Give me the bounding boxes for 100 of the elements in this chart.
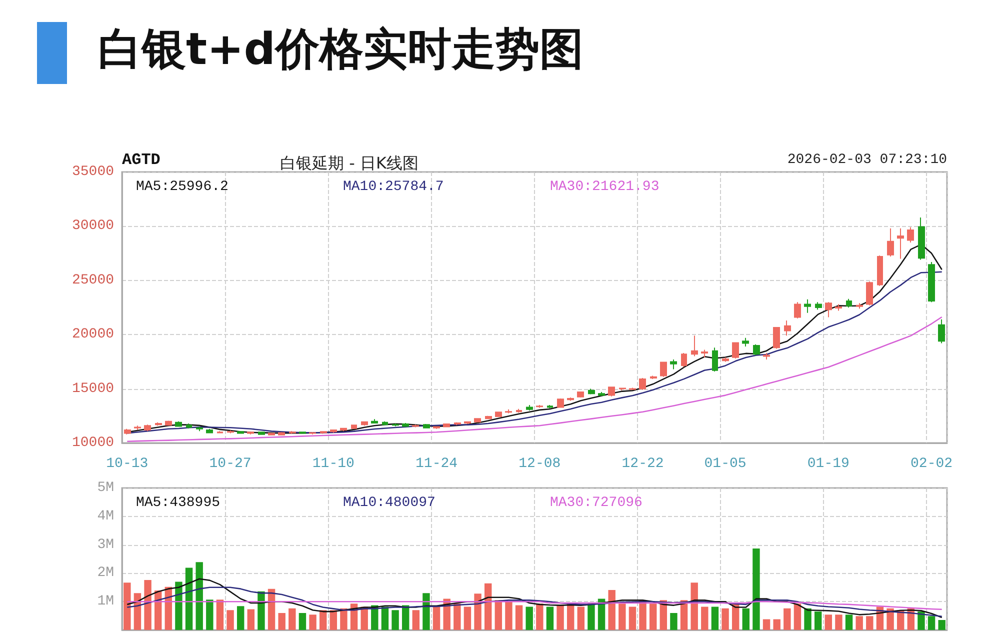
candlestick — [454, 422, 461, 426]
bar — [144, 580, 152, 630]
bar — [494, 600, 502, 630]
candlestick — [577, 391, 584, 398]
text: MA10:25784.7 — [343, 179, 444, 195]
y-tick-label: 3M — [97, 536, 114, 553]
bar — [412, 610, 420, 630]
candlestick — [753, 344, 760, 356]
candlestick — [547, 404, 553, 409]
candlestick — [505, 408, 512, 414]
bar — [432, 606, 440, 630]
text: MA30:21621.93 — [550, 179, 660, 195]
chart-subtitle: 白银延期 - 日K线图 — [280, 154, 418, 172]
candlestick — [536, 404, 543, 408]
candlestick — [433, 426, 440, 430]
bar — [330, 610, 338, 630]
candlestick — [134, 425, 141, 430]
candlestick — [443, 422, 450, 428]
bar — [474, 594, 482, 630]
candlestick — [299, 431, 306, 434]
bar — [639, 600, 646, 630]
bar — [298, 612, 306, 630]
bar — [752, 548, 760, 630]
bar — [422, 593, 430, 630]
x-tick-label: 12-08 — [518, 456, 561, 472]
candlestick — [206, 428, 213, 434]
text: MA5:25996.2 — [136, 179, 228, 195]
candlestick — [866, 280, 873, 306]
bar — [185, 568, 193, 630]
bar — [216, 600, 224, 630]
x-tick-label: 01-05 — [704, 456, 746, 472]
bar — [928, 616, 936, 630]
candlestick — [155, 422, 162, 426]
bar — [794, 604, 802, 630]
candlestick — [938, 318, 945, 344]
candlestick — [846, 298, 852, 308]
candlestick — [247, 431, 254, 435]
candlestick — [330, 428, 337, 434]
candlestick — [763, 352, 770, 360]
bar — [268, 588, 276, 630]
y-tick-label: 30000 — [72, 218, 114, 234]
bar — [309, 614, 316, 630]
bar — [278, 612, 286, 630]
candlestick — [124, 428, 131, 435]
chart-title: 白银t+d价格实时走势图 — [98, 23, 584, 77]
y-tick-label: 4M — [97, 508, 114, 524]
candlestick — [237, 430, 244, 434]
candlestick — [278, 432, 285, 436]
candlestick — [722, 356, 729, 362]
text: MA10:480097 — [343, 495, 436, 511]
candlestick — [815, 302, 822, 310]
bar — [918, 612, 925, 630]
candlestick — [217, 430, 223, 434]
candlestick — [742, 337, 749, 348]
bar — [247, 609, 255, 630]
bar — [938, 620, 946, 630]
bar — [196, 562, 203, 630]
bar — [226, 610, 234, 630]
candlestick — [485, 415, 492, 420]
candlestick — [691, 335, 698, 357]
candlestick — [619, 387, 626, 391]
candlestick — [474, 418, 481, 423]
bar — [804, 608, 812, 630]
candlestick — [928, 261, 935, 303]
candlestick — [681, 352, 687, 368]
candlestick — [804, 298, 811, 314]
text: 2026-02-03 07:23:10 — [787, 152, 948, 168]
candlestick — [835, 304, 842, 312]
bar — [577, 606, 585, 630]
y-tick-label: 2M — [97, 565, 114, 582]
x-tick-label: 02-02 — [910, 456, 953, 472]
candlestick — [650, 375, 657, 380]
bar — [175, 582, 182, 630]
candlestick — [165, 420, 172, 426]
candlestick — [340, 427, 347, 432]
bar — [588, 604, 595, 630]
candlestick — [856, 302, 863, 310]
bar — [124, 582, 131, 630]
bar — [814, 612, 822, 630]
candlestick — [371, 418, 378, 424]
y-tick-label: 35000 — [72, 164, 114, 180]
text: MA5:438995 — [136, 495, 220, 511]
candlestick — [567, 396, 574, 402]
candlestick — [227, 430, 234, 434]
candlestick — [268, 432, 275, 436]
candlestick — [175, 420, 182, 428]
bar — [670, 612, 678, 630]
candlestick — [588, 388, 595, 395]
y-tick-label: 5M — [97, 480, 114, 496]
candlestick — [412, 424, 419, 428]
bar — [886, 608, 894, 630]
bar — [381, 606, 389, 630]
candlestick — [392, 422, 399, 427]
bar — [566, 604, 574, 630]
candlestick — [495, 411, 502, 418]
candlestick — [732, 342, 739, 359]
bar — [464, 606, 472, 630]
candlestick — [144, 424, 151, 432]
candlestick — [382, 420, 388, 426]
bar — [608, 590, 616, 630]
